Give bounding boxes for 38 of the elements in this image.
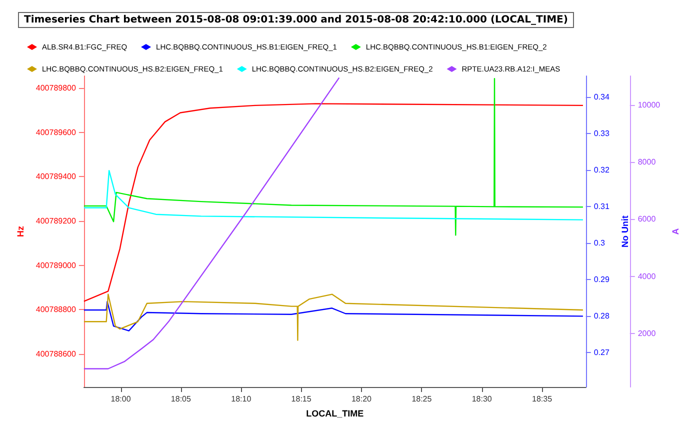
- line-series: [83, 78, 584, 236]
- y3-tick-label: 10000: [638, 100, 661, 110]
- x-axis-title: LOCAL_TIME: [306, 408, 364, 418]
- y-axis-title: Hz: [16, 226, 26, 237]
- y-tick-label: 400788800: [36, 305, 76, 314]
- line-series: [83, 300, 584, 332]
- x-tick-label: 18:10: [231, 394, 252, 404]
- x-tick-label: 18:00: [110, 394, 132, 404]
- x-tick-label: 18:20: [351, 394, 372, 404]
- y3-tick-label: 4000: [638, 272, 656, 281]
- y2-tick-label: 0.28: [594, 311, 610, 320]
- y-tick-label: 400788600: [36, 349, 76, 358]
- y2-tick-label: 0.34: [594, 92, 610, 102]
- line-series: [83, 294, 584, 341]
- x-tick-label: 18:35: [532, 394, 553, 404]
- y2-tick-label: 0.29: [594, 274, 610, 284]
- y3-tick-label: 2000: [638, 328, 656, 338]
- x-tick-label: 18:30: [472, 394, 492, 404]
- y-tick-label: 400789600: [36, 128, 76, 137]
- x-tick-label: 18:15: [291, 394, 312, 404]
- y3-tick-label: 8000: [638, 158, 656, 167]
- x-tick-label: 18:25: [412, 394, 432, 404]
- y-tick-label: 400789400: [36, 172, 76, 182]
- line-series: [83, 170, 584, 220]
- y2-tick-label: 0.31: [594, 202, 610, 211]
- y2-axis-title: No Unit: [620, 216, 630, 248]
- y-tick-label: 400789800: [36, 84, 76, 93]
- y2-tick-label: 0.27: [594, 348, 610, 357]
- line-series: [83, 77, 340, 370]
- y2-tick-label: 0.33: [594, 128, 610, 138]
- y2-tick-label: 0.3: [594, 238, 606, 248]
- x-tick-label: 18:05: [170, 394, 192, 404]
- chart-title: Timeseries Chart between 2015-08-08 09:01:39.000 and 2015-08-08 20:42:10.000 (LOCAL_TIME): [24, 14, 568, 26]
- y3-tick-label: 6000: [638, 214, 656, 224]
- y-tick-label: 400789200: [36, 216, 76, 226]
- y3-axis-title: A: [670, 228, 680, 235]
- y-tick-label: 400789000: [36, 260, 76, 270]
- y2-tick-label: 0.32: [594, 165, 610, 174]
